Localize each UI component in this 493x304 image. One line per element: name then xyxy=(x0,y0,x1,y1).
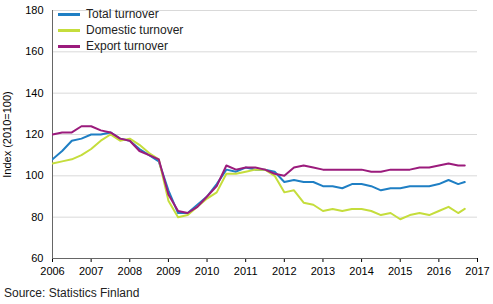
svg-text:140: 140 xyxy=(25,87,43,99)
svg-text:2016: 2016 xyxy=(427,265,451,277)
svg-text:2006: 2006 xyxy=(40,265,64,277)
svg-text:160: 160 xyxy=(25,45,43,57)
svg-text:60: 60 xyxy=(31,252,43,264)
svg-text:2008: 2008 xyxy=(118,265,142,277)
svg-text:2010: 2010 xyxy=(195,265,219,277)
svg-text:2009: 2009 xyxy=(156,265,180,277)
html-text:Source: Statistics Finland: Source: Statistics Finland xyxy=(4,286,140,300)
svg-text:2013: 2013 xyxy=(311,265,335,277)
html-text:Total turnover: Total turnover xyxy=(86,7,159,21)
svg-text:Index (2010=100): Index (2010=100) xyxy=(1,91,13,178)
svg-text:2017: 2017 xyxy=(465,265,489,277)
svg-text:80: 80 xyxy=(31,211,43,223)
svg-text:2012: 2012 xyxy=(272,265,296,277)
svg-text:100: 100 xyxy=(25,169,43,181)
svg-text:2015: 2015 xyxy=(388,265,412,277)
html-text:Export turnover: Export turnover xyxy=(86,39,168,53)
svg-text:2011: 2011 xyxy=(234,265,258,277)
svg-text:2014: 2014 xyxy=(349,265,373,277)
svg-text:120: 120 xyxy=(25,128,43,140)
svg-text:2007: 2007 xyxy=(79,265,103,277)
html-text:Domestic turnover: Domestic turnover xyxy=(86,23,184,37)
svg-text:180: 180 xyxy=(25,4,43,16)
